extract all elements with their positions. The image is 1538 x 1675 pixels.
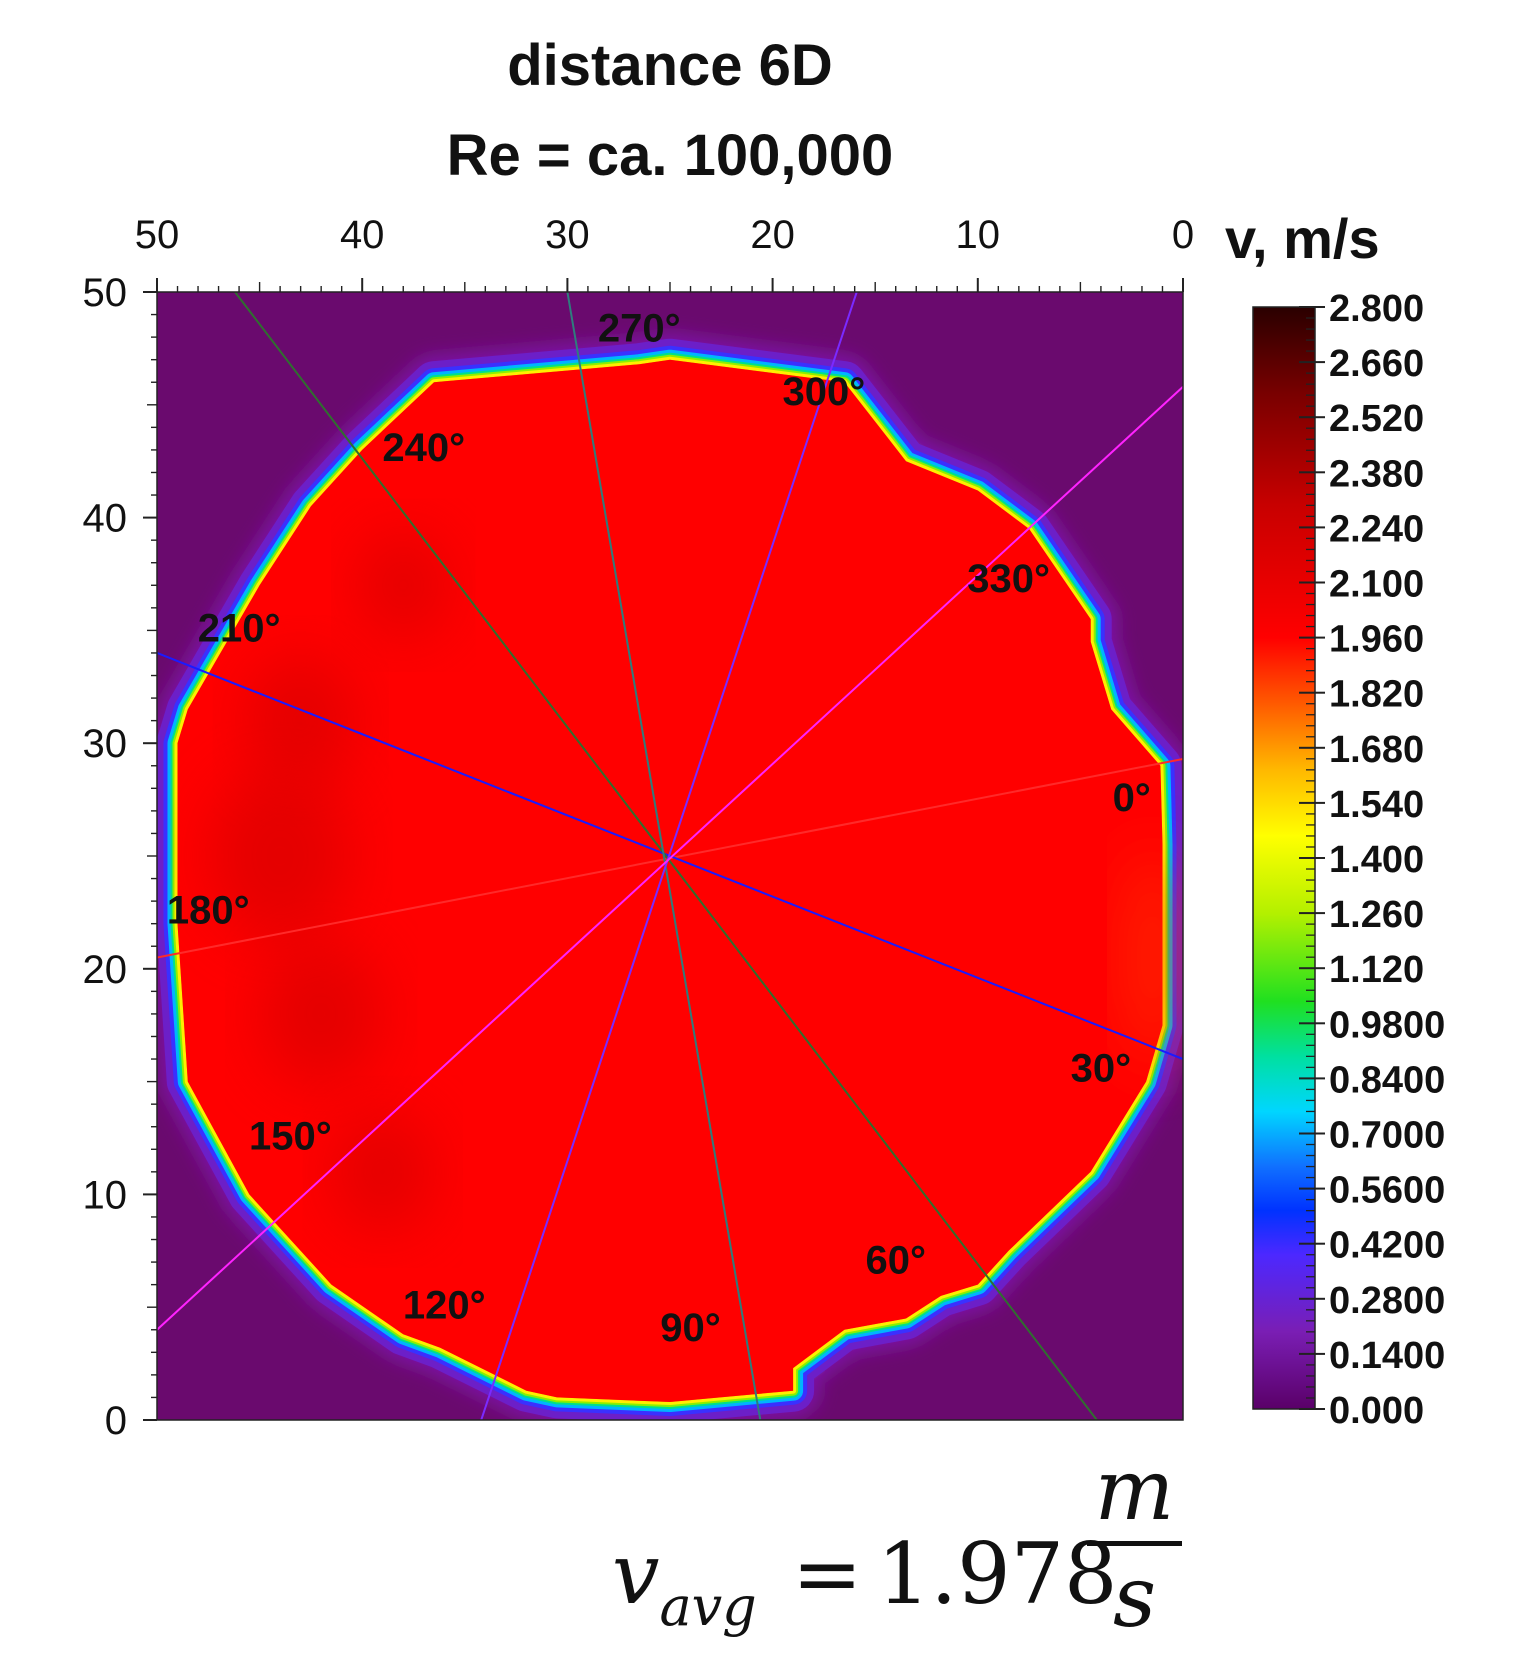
colorbar-tick-label: 0.4200	[1329, 1225, 1445, 1267]
angle-label-120deg: 120°	[403, 1283, 486, 1327]
radial-line-60-240	[234, 292, 1098, 1420]
colorbar-tick-label: 0.000	[1329, 1390, 1424, 1432]
avg-unit-numerator: m	[1094, 1441, 1175, 1539]
high-velocity-zone-2	[261, 941, 382, 1086]
angle-label-30deg: 30°	[1071, 1047, 1132, 1091]
colorbar-tick-label: 0.9800	[1329, 1004, 1445, 1046]
y-tick-label: 0	[105, 1399, 127, 1443]
angle-label-270deg: 270°	[598, 307, 681, 351]
colorbar-tick-label: 1.540	[1329, 784, 1424, 826]
avg-subscript: avg	[659, 1575, 757, 1638]
angle-label-330deg: 330°	[967, 557, 1050, 601]
colorbar-tick-label: 1.960	[1329, 619, 1424, 661]
colorbar-tick-label: 0.5600	[1329, 1170, 1445, 1212]
radial-line-120-300	[480, 292, 858, 1420]
avg-v: v	[612, 1525, 660, 1623]
angle-label-0deg: 0°	[1113, 776, 1151, 820]
avg-unit-fraction: m s	[1087, 1445, 1182, 1642]
colorbar-tick-label: 1.260	[1329, 894, 1424, 936]
colorbar-tick-label: 0.7000	[1329, 1115, 1445, 1157]
angle-label-180deg: 180°	[167, 889, 250, 933]
colorbar-tick-label: 2.800	[1329, 288, 1424, 330]
colorbar-tick-label: 0.1400	[1329, 1335, 1445, 1377]
x-tick-label: 20	[750, 213, 795, 257]
y-tick-label: 30	[83, 722, 128, 766]
colorbar-tick-label: 2.100	[1329, 564, 1424, 606]
high-velocity-zone-0	[210, 772, 351, 940]
colorbar-tick-label: 1.120	[1329, 949, 1424, 991]
x-tick-label: 30	[545, 213, 590, 257]
chart-title: distance 6D	[507, 33, 833, 98]
chart-subtitle: Re = ca. 100,000	[446, 123, 894, 188]
angle-label-60deg: 60°	[865, 1238, 926, 1282]
fraction-bar	[1087, 1541, 1182, 1546]
colorbar-tick-label: 2.380	[1329, 453, 1424, 495]
average-velocity-equation: vavg = 1.978 m s	[612, 1445, 1232, 1645]
colorbar-tick-label: 2.660	[1329, 343, 1424, 385]
avg-symbol: vavg	[612, 1525, 757, 1638]
avg-unit-denominator: s	[1112, 1548, 1157, 1646]
angle-label-210deg: 210°	[198, 607, 281, 651]
y-tick-label: 40	[83, 497, 128, 541]
plot-area	[157, 292, 1183, 1420]
colorbar-title: v, m/s	[1225, 207, 1380, 270]
colorbar-tick-label: 0.8400	[1329, 1059, 1445, 1101]
x-tick-label: 0	[1172, 213, 1194, 257]
x-tick-label: 40	[340, 213, 385, 257]
x-tick-label: 10	[956, 213, 1001, 257]
y-tick-label: 20	[83, 948, 128, 992]
angle-label-150deg: 150°	[249, 1114, 332, 1158]
colorbar-tick-label: 1.820	[1329, 674, 1424, 716]
radial-line-90-270	[566, 292, 762, 1420]
avg-equals: =	[792, 1525, 863, 1623]
high-velocity-zone-3	[358, 531, 449, 640]
colorbar-tick-label: 0.2800	[1329, 1280, 1445, 1322]
low-velocity-zone	[1124, 847, 1181, 1068]
high-velocity-zone-4	[332, 1111, 433, 1232]
avg-value: 1.978	[877, 1525, 1118, 1623]
colorbar-tick-label: 1.680	[1329, 729, 1424, 771]
colorbar-tick-label: 2.240	[1329, 508, 1424, 550]
x-tick-label: 50	[135, 213, 180, 257]
angle-label-240deg: 240°	[382, 426, 465, 470]
radial-line-150-330	[157, 386, 1183, 1331]
angle-label-90deg: 90°	[660, 1306, 721, 1350]
y-tick-label: 50	[83, 271, 128, 315]
angle-label-300deg: 300°	[783, 370, 866, 414]
high-velocity-zone-1	[245, 654, 356, 787]
colorbar-tick-label: 2.520	[1329, 398, 1424, 440]
colorbar-tick-label: 1.400	[1329, 839, 1424, 881]
y-tick-label: 10	[83, 1173, 128, 1217]
